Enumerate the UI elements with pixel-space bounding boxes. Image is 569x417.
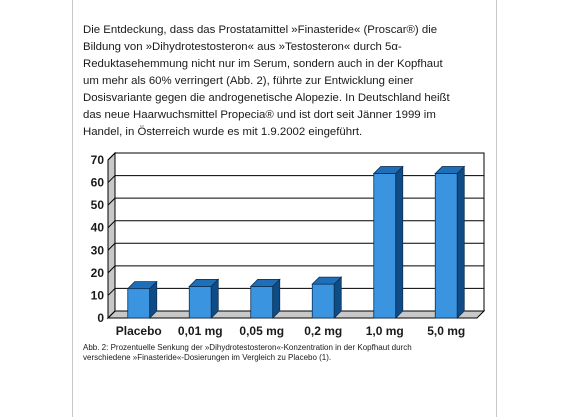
bar-front xyxy=(250,285,274,319)
x-tick-label: 0,05 mg xyxy=(239,324,284,338)
bar-front xyxy=(127,288,151,319)
chart-wall-rect xyxy=(114,152,485,312)
bar-front xyxy=(434,173,458,319)
y-tick-label: 20 xyxy=(91,266,105,280)
chart-bars xyxy=(126,165,466,319)
body-line: Handel, in Österreich wurde es mit 1.9.2… xyxy=(83,126,363,138)
body-line: Dosisvariante gegen die androgenetische … xyxy=(83,92,450,104)
bar xyxy=(188,278,220,319)
figure-caption: Abb. 2: Prozentuelle Senkung der »Dihydr… xyxy=(83,343,495,363)
x-tick-label: 0,01 mg xyxy=(178,324,223,338)
chart-gridlines xyxy=(107,152,484,319)
bar-front xyxy=(311,283,335,319)
x-tick-label: 5,0 mg xyxy=(427,324,465,338)
body-line: das neue Haarwuchsmittel Propecia® und i… xyxy=(83,109,436,121)
page-border-left xyxy=(72,0,73,417)
bar-side xyxy=(272,278,281,319)
x-tick-label: Placebo xyxy=(116,324,162,338)
y-tick-label: 60 xyxy=(91,176,105,190)
body-line: Die Entdeckung, dass das Prostatamittel … xyxy=(83,24,438,36)
y-tick-label: 50 xyxy=(91,198,105,212)
gridline-diagonal xyxy=(107,197,116,206)
bar xyxy=(311,276,343,319)
gridline-diagonal xyxy=(107,265,116,274)
caption-line: verschiedene »Finasteride«-Dosierungen i… xyxy=(83,353,332,362)
x-axis-labels: Placebo 0,01 mg 0,05 mg 0,2 mg 1,0 mg 5,0 mg xyxy=(116,324,466,338)
bar-side xyxy=(210,278,219,319)
y-axis-ticks: 0 10 20 30 40 50 60 70 xyxy=(91,153,105,325)
y-tick-label: 40 xyxy=(91,221,105,235)
x-tick-label: 1,0 mg xyxy=(366,324,404,338)
y-tick-label: 30 xyxy=(91,243,105,257)
gridline-diagonal xyxy=(107,310,116,319)
bar xyxy=(372,165,404,319)
y-tick-label: 10 xyxy=(91,288,105,302)
chart-floor-plane xyxy=(106,310,486,319)
y-tick-label: 0 xyxy=(97,311,104,325)
page-border-right xyxy=(496,0,497,417)
body-paragraph: Die Entdeckung, dass das Prostatamittel … xyxy=(83,22,495,141)
gridline-diagonal xyxy=(107,242,116,251)
y-tick-label: 70 xyxy=(91,153,105,167)
bar-side xyxy=(149,280,158,319)
bar-side xyxy=(456,165,465,319)
gridline-diagonal xyxy=(107,175,116,183)
x-tick-label: 0,2 mg xyxy=(304,324,342,338)
bar-side xyxy=(395,165,404,319)
bar xyxy=(249,278,281,319)
chart-side-wall xyxy=(107,151,116,320)
bar-chart: 0 10 20 30 40 50 60 70 Placebo 0,01 mg 0,05 mg 0,2… xyxy=(91,151,486,338)
gridline-diagonal xyxy=(107,220,116,229)
caption-line: Abb. 2: Prozentuelle Senkung der »Dihydr… xyxy=(83,343,412,352)
bar-side xyxy=(333,276,342,319)
gridline-diagonal xyxy=(107,152,116,161)
bar xyxy=(434,165,466,319)
chart-back-wall xyxy=(114,152,485,312)
gridline-diagonal xyxy=(107,288,116,296)
body-line: Reduktasehemmung nicht nur im Serum, son… xyxy=(83,58,443,70)
bar-front xyxy=(188,285,212,319)
body-line: um mehr als 60% verringert (Abb. 2), füh… xyxy=(83,75,414,87)
bar-front xyxy=(373,173,397,319)
bar xyxy=(126,280,158,319)
body-line: Bildung von »Dihydrotestosteron« aus »Te… xyxy=(83,41,402,53)
